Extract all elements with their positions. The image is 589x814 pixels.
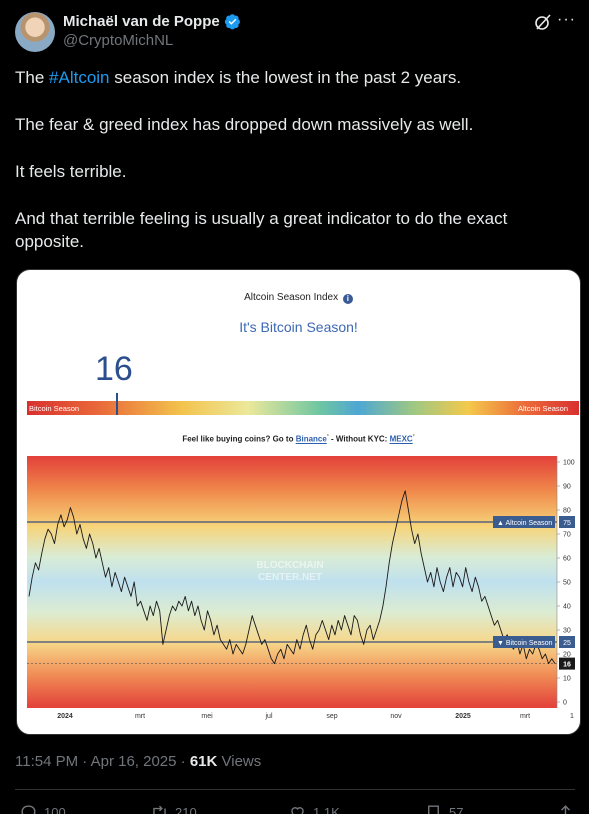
repost-icon	[153, 805, 166, 814]
x-tick-label: jul	[265, 713, 273, 720]
watermark: BLOCKCHAIN	[256, 560, 323, 571]
tweet-text: The #Altcoin season index is the lowest …	[15, 66, 570, 277]
reference-badge-label: ▼ Bitcoin Season	[497, 640, 553, 647]
more-options-icon[interactable]: ···	[557, 11, 576, 28]
y-tick-label: 80	[563, 508, 571, 515]
y-tick-label: 0	[563, 700, 567, 707]
promo-text: Feel like buying coins? Go to Binance* -…	[182, 434, 415, 444]
y-tick-label: 30	[563, 628, 571, 635]
x-tick-label: sep	[326, 713, 338, 720]
x-tick-label: 2025	[455, 713, 471, 720]
x-tick-label: 1	[570, 713, 574, 720]
reference-value-badge	[559, 636, 575, 648]
repost-button[interactable]: 210	[150, 803, 197, 814]
y-tick-label: 10	[563, 676, 571, 683]
media-image[interactable]: Altcoin Season Index i It's Bitcoin Seas…	[16, 269, 581, 735]
tweet-header: Michaël van de Poppe @CryptoMichNL ···	[15, 12, 575, 52]
hashtag-link[interactable]: #Altcoin	[49, 68, 110, 87]
x-tick-label: mrt	[519, 713, 531, 720]
grok-icon[interactable]	[533, 12, 553, 32]
reference-badge	[493, 516, 555, 528]
watermark: CENTER.NET	[258, 572, 322, 583]
reference-value-label: 75	[563, 520, 571, 527]
author-name-row: Michaël van de Poppe	[63, 13, 241, 30]
reply-count: 100	[44, 805, 66, 814]
avatar[interactable]	[15, 12, 55, 52]
x-tick-label: nov	[390, 713, 402, 720]
y-tick-label: 90	[563, 484, 571, 491]
views-label: Views	[217, 753, 262, 770]
tweet-paragraph-1: The #Altcoin season index is the lowest …	[15, 68, 462, 87]
bookmark-icon	[428, 805, 439, 814]
share-icon	[561, 805, 570, 814]
binance-link[interactable]: Binance	[295, 434, 327, 444]
tweet-timestamp[interactable]: 11:54 PM · Apr 16, 2025 ·	[15, 753, 190, 770]
y-tick-label: 60	[563, 556, 571, 563]
like-button[interactable]: 1.1K	[288, 803, 340, 814]
author-handle[interactable]: @CryptoMichNL	[63, 32, 174, 49]
series-line	[28, 490, 556, 665]
reference-value-badge	[559, 516, 575, 528]
tweet-paragraph-3: It feels terrible.	[15, 162, 127, 181]
reference-badge-label: ▲ Altcoin Season	[497, 520, 552, 527]
current-value-badge	[559, 657, 575, 670]
divider	[15, 789, 575, 790]
season-gradient-bar	[27, 401, 579, 415]
y-tick-label: 20	[563, 652, 571, 659]
reference-badge	[493, 636, 555, 648]
repost-count: 210	[175, 805, 197, 814]
x-tick-label: mei	[201, 713, 213, 720]
tweet-meta: 11:54 PM · Apr 16, 2025 · 61K Views	[15, 753, 261, 770]
tweet-paragraph-2: The fear & greed index has dropped down …	[15, 115, 474, 134]
season-label: It's Bitcoin Season!	[239, 319, 358, 335]
y-tick-label: 40	[563, 604, 571, 611]
y-tick-label: 100	[563, 460, 575, 467]
bar-label-altcoin-season: Altcoin Season	[517, 404, 568, 413]
heart-icon	[291, 807, 304, 814]
reply-icon	[21, 805, 36, 814]
y-tick-label: 70	[563, 532, 571, 539]
index-value: 16	[95, 350, 133, 388]
views-count: 61K	[189, 753, 218, 770]
chart-area: BLOCKCHAIN CENTER.NET 100 90 80 70 60 50 40 30 2…	[27, 456, 579, 708]
tweet-paragraph-4: And that terrible feeling is usually a g…	[15, 209, 508, 251]
x-axis: 2024 mrt mei jul sep nov 2025 mrt 1	[27, 710, 579, 724]
bookmark-count: 57	[449, 805, 464, 814]
info-icon[interactable]: i	[342, 294, 353, 304]
y-tick-label: 50	[563, 580, 571, 587]
x-tick-label: mrt	[134, 713, 146, 720]
bookmark-button[interactable]: 57	[424, 803, 463, 814]
like-count: 1.1K	[313, 805, 340, 814]
bar-label-bitcoin-season: Bitcoin Season	[29, 404, 80, 413]
mexc-link[interactable]: MEXC	[389, 434, 413, 444]
x-tick-label: 2024	[57, 713, 73, 720]
reference-value-label: 25	[563, 640, 571, 647]
line-chart: BLOCKCHAIN CENTER.NET 100908070605040302…	[27, 456, 575, 708]
gradient-marker	[116, 393, 118, 415]
action-bar: 100 210 1.1K 57	[15, 803, 575, 814]
chart-title: Altcoin Season Index i	[17, 292, 580, 304]
share-button[interactable]	[556, 803, 575, 814]
reply-button[interactable]: 100	[19, 803, 66, 814]
author-name[interactable]: Michaël van de Poppe	[63, 13, 220, 30]
verified-badge-icon	[224, 14, 240, 30]
current-value-label: 16	[563, 662, 571, 669]
